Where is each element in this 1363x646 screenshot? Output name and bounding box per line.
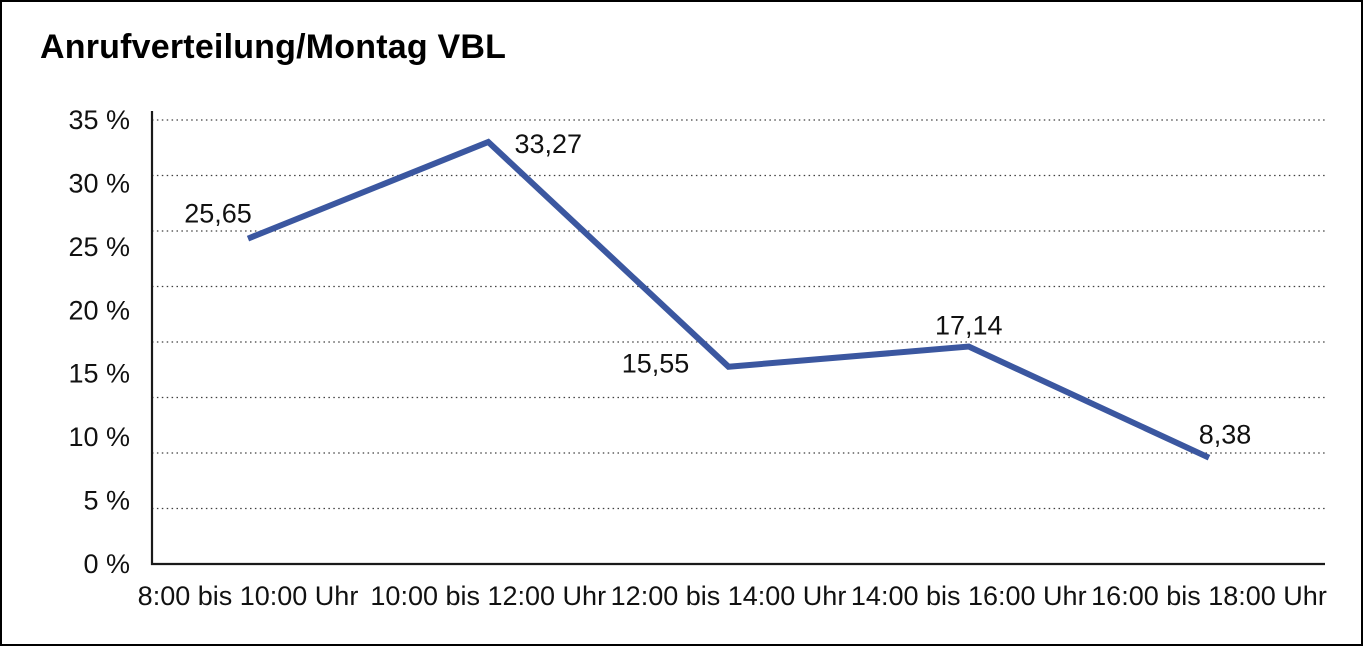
- x-axis-category-label: 16:00 bis 18:00 Uhr: [1091, 581, 1327, 611]
- y-axis-tick-label: 30 %: [68, 168, 130, 198]
- data-point-label: 17,14: [935, 311, 1003, 341]
- x-axis-category-label: 8:00 bis 10:00 Uhr: [138, 581, 359, 611]
- chart-title: Anrufverteilung/Montag VBL: [40, 28, 507, 66]
- y-axis-tick-label: 0 %: [83, 549, 130, 579]
- y-axis-tick-label: 25 %: [68, 232, 130, 262]
- x-axis-category-label: 10:00 bis 12:00 Uhr: [370, 581, 606, 611]
- y-axis-tick-label: 35 %: [68, 105, 130, 135]
- data-point-label: 15,55: [622, 349, 690, 379]
- y-axis-tick-label: 10 %: [68, 422, 130, 452]
- y-axis-tick-label: 15 %: [68, 359, 130, 389]
- y-axis-tick-label: 5 %: [83, 486, 130, 516]
- data-point-label: 25,65: [184, 199, 252, 229]
- data-point-label: 33,27: [514, 129, 582, 159]
- data-point-label: 8,38: [1199, 420, 1252, 450]
- x-axis-category-label: 12:00 bis 14:00 Uhr: [611, 581, 847, 611]
- y-axis-tick-label: 20 %: [68, 295, 130, 325]
- x-axis-category-label: 14:00 bis 16:00 Uhr: [851, 581, 1087, 611]
- data-line: [246, 138, 1211, 461]
